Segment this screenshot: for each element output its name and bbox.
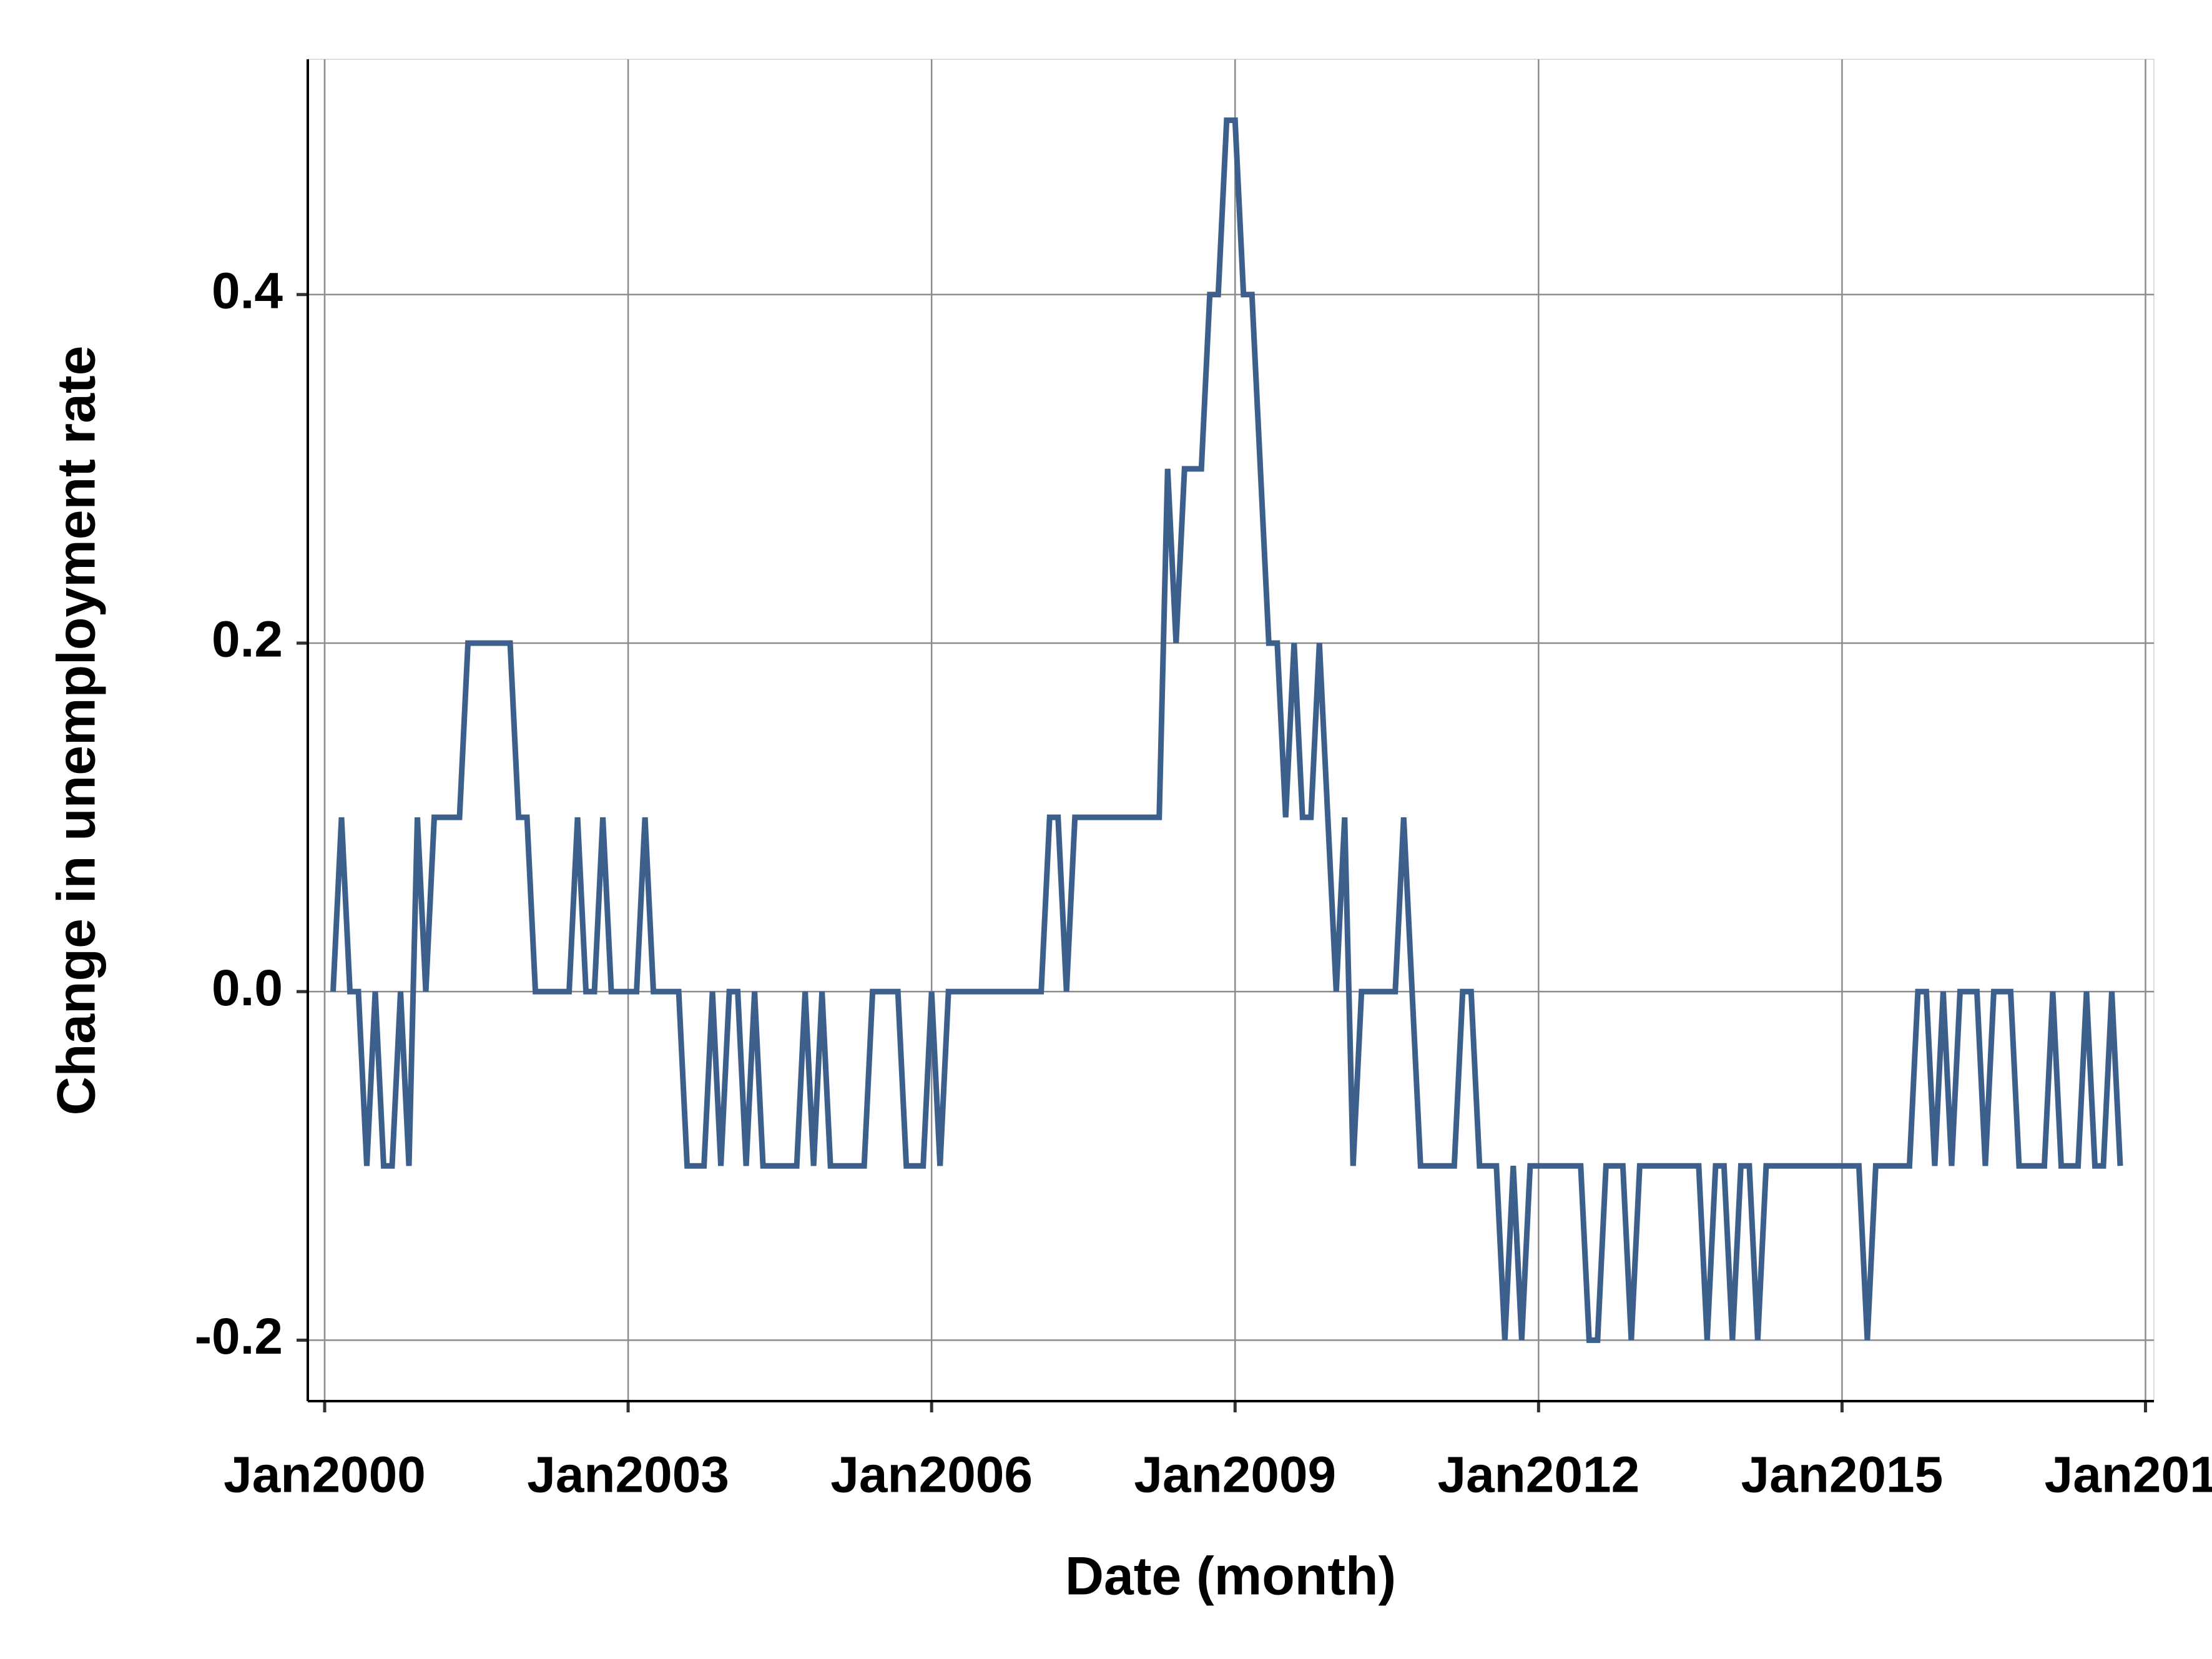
- x-tick-label: Jan2006: [830, 1447, 1033, 1504]
- x-axis-title: Date (month): [1065, 1547, 1396, 1607]
- y-tick-label: 0.4: [212, 262, 283, 319]
- x-tick-label: Jan2015: [1741, 1447, 1944, 1504]
- y-tick-label: 0.0: [212, 960, 283, 1017]
- x-tick-label: Jan2000: [224, 1447, 426, 1504]
- x-tick-label: Jan2003: [527, 1447, 729, 1504]
- data-line: [330, 117, 2123, 1343]
- x-tick-label: Jan2018: [2045, 1447, 2212, 1504]
- y-axis-title: Change in unemployment rate: [47, 346, 107, 1116]
- x-tick-label: Jan2009: [1134, 1447, 1336, 1504]
- y-tick-label: -0.2: [195, 1308, 283, 1365]
- x-tick-label: Jan2012: [1437, 1447, 1639, 1504]
- plot-border: [307, 59, 2155, 1402]
- y-tick-label: 0.2: [212, 611, 283, 668]
